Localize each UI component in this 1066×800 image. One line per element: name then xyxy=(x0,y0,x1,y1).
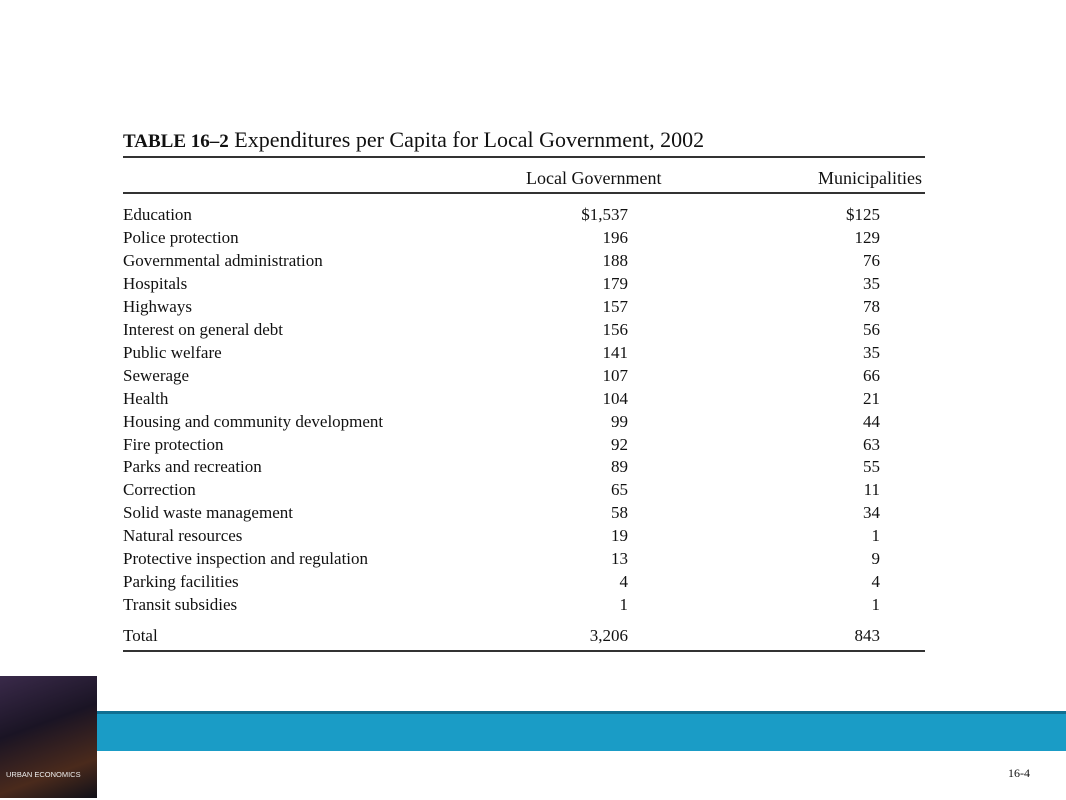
table-cell: 66 xyxy=(863,365,880,385)
table-cell: $125 xyxy=(846,205,880,224)
top-rule xyxy=(123,156,925,158)
table-cell: 21 xyxy=(863,388,880,408)
table-cell: 4 xyxy=(619,572,629,592)
table-cell: 92 xyxy=(611,434,628,454)
footer-band xyxy=(97,711,1066,751)
table-title: Expenditures per Capita for Local Govern… xyxy=(234,127,705,152)
column-header: Municipalities xyxy=(818,168,922,188)
table-cell: 34 xyxy=(863,503,880,523)
table-cell: 157 xyxy=(602,296,629,316)
book-cover: URBAN ECONOMICS xyxy=(0,676,97,798)
table-cell: 65 xyxy=(611,480,628,500)
table-cell: Sewerage xyxy=(123,365,190,385)
table-cell: 35 xyxy=(863,342,880,362)
bottom-rule xyxy=(123,650,925,652)
table-cell: Hospitals xyxy=(123,273,188,293)
column-header: Local Government xyxy=(526,168,662,188)
table-cell: 63 xyxy=(863,434,880,454)
table-cell: Governmental administration xyxy=(123,250,323,270)
table-cell: 196 xyxy=(602,227,629,247)
table-cell: Correction xyxy=(123,480,196,500)
table-cell: 3,206 xyxy=(589,626,628,645)
table-cell: 44 xyxy=(863,411,880,431)
table-cell: 179 xyxy=(602,273,629,293)
table-cell: Education xyxy=(123,205,192,224)
table-title-line: TABLE 16–2 Expenditures per Capita for L… xyxy=(123,127,704,153)
table-cell: Parking facilities xyxy=(123,572,239,592)
table-cell: Police protection xyxy=(123,227,239,247)
cover-title: URBAN ECONOMICS xyxy=(6,770,81,779)
header-rule xyxy=(123,192,925,194)
table-cell: 76 xyxy=(863,250,880,270)
table-cell: 11 xyxy=(863,480,880,500)
table-cell: Protective inspection and regulation xyxy=(123,549,369,569)
table-cell: 129 xyxy=(854,227,881,247)
table-cell: 1 xyxy=(871,595,881,615)
table-cell: 56 xyxy=(863,319,880,339)
table-cell: Housing and community development xyxy=(123,411,384,431)
table-cell: 55 xyxy=(863,457,880,477)
table-cell: Natural resources xyxy=(123,526,243,546)
table-cell: 78 xyxy=(863,296,880,316)
table-cell: Interest on general debt xyxy=(123,319,284,339)
table-cell: 99 xyxy=(611,411,628,431)
table-cell: 58 xyxy=(611,503,628,523)
table-cell: 141 xyxy=(602,342,629,362)
table-cell: Parks and recreation xyxy=(123,457,262,477)
table-cell: 19 xyxy=(611,526,628,546)
table-cell: 843 xyxy=(854,626,881,645)
table-cell: $1,537 xyxy=(581,205,628,224)
table-cell: 1 xyxy=(619,595,629,615)
table-cell: 35 xyxy=(863,273,880,293)
table-cell: 13 xyxy=(611,549,628,569)
table-label: TABLE 16–2 xyxy=(123,131,229,152)
table-cell: 1 xyxy=(871,526,881,546)
table-cell: Highways xyxy=(123,296,192,316)
table-cell: Solid waste management xyxy=(123,503,293,523)
table-cell: 156 xyxy=(602,319,629,339)
table-cell: 4 xyxy=(871,572,881,592)
table-cell: Health xyxy=(123,388,169,408)
table-cell: 104 xyxy=(602,388,629,408)
table-cell: Transit subsidies xyxy=(123,595,238,615)
table-cell: Public welfare xyxy=(123,342,222,362)
table-cell: 188 xyxy=(602,250,629,270)
table-cell: Fire protection xyxy=(123,434,224,454)
table-cell: 107 xyxy=(602,365,629,385)
table-cell: 89 xyxy=(611,457,628,477)
table-cell: 9 xyxy=(871,549,881,569)
slide-number: 16-4 xyxy=(1008,766,1030,780)
table-cell: Total xyxy=(123,626,158,645)
